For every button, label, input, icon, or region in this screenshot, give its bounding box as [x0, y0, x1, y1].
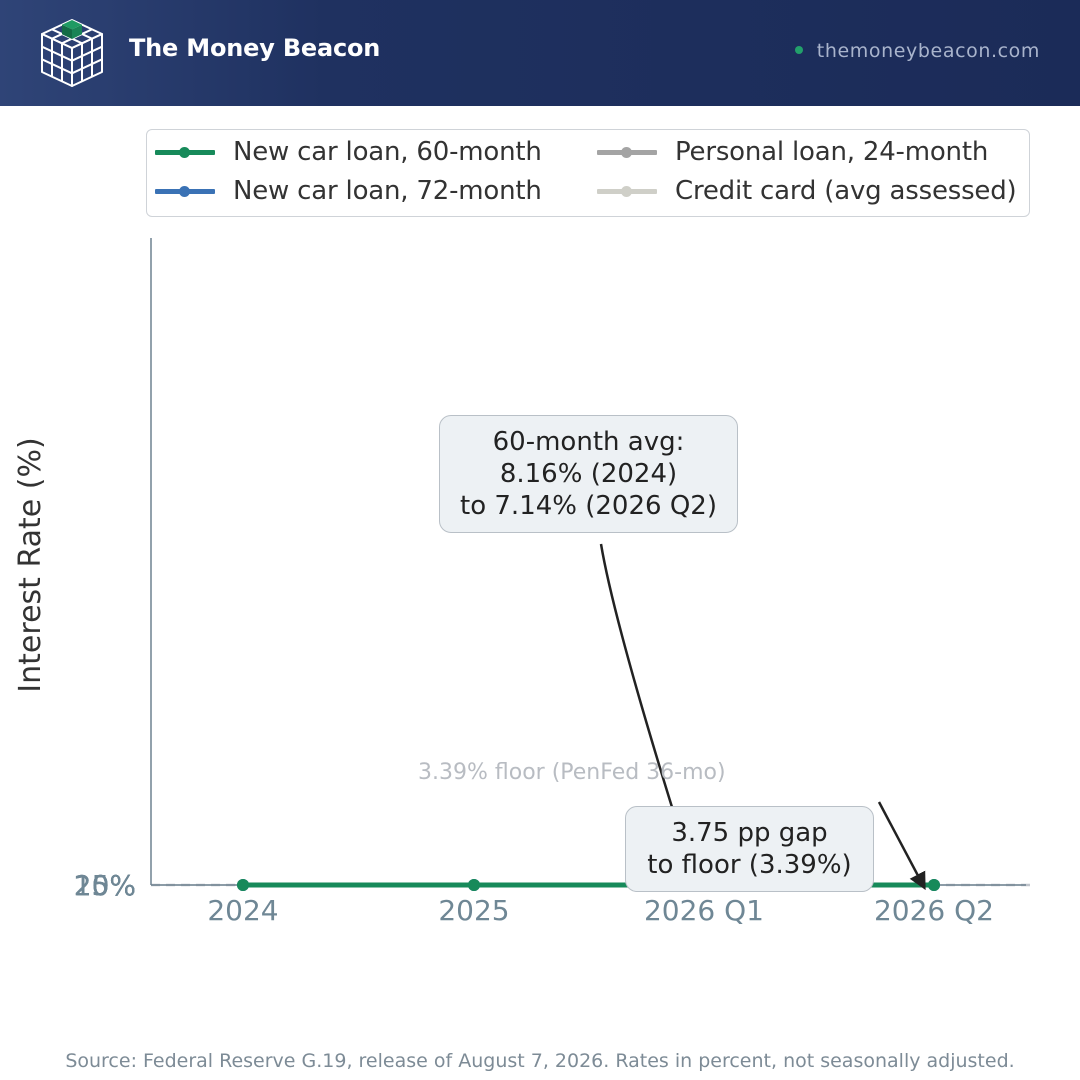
data-point — [928, 879, 940, 891]
data-point — [468, 879, 480, 891]
y-tick-label: 20% — [74, 869, 136, 902]
legend-swatch — [597, 176, 657, 206]
brand-name: The Money Beacon — [129, 34, 381, 62]
x-tick-label: 2026 Q2 — [874, 894, 994, 927]
annotation-60-month-average: 60-month avg: 8.16% (2024) to 7.14% (202… — [439, 415, 738, 533]
legend-label: New car loan, 72-month — [233, 176, 542, 206]
annotation-gap-to-floor: 3.75 pp gap to floor (3.39%) — [625, 806, 874, 892]
y-tick-label: 25% — [74, 869, 136, 902]
annotation-line: 3.75 pp gap — [671, 818, 828, 848]
floor-reference-label: 3.39% floor (PenFed 36-mo) — [418, 760, 726, 785]
legend-label: Personal loan, 24-month — [675, 137, 989, 167]
source-note: Source: Federal Reserve G.19, release of… — [65, 1050, 1015, 1072]
line-chart: 0%5%10%15%20%25% 2024 2025 2026 Q1 2026 Q2 I… — [13, 238, 1030, 927]
y-tick-label: 0% — [92, 869, 136, 902]
site-header: The Money Beacon themoneybeacon.com — [0, 0, 1080, 106]
legend-label: New car loan, 60-month — [233, 137, 542, 167]
legend-item-personal-loan: Personal loan, 24-month — [597, 137, 988, 167]
legend-swatch — [155, 176, 215, 206]
y-tick-label: 10% — [74, 869, 136, 902]
cube-grid-logo-icon — [41, 19, 103, 87]
legend-item-72-month: New car loan, 72-month — [155, 176, 542, 206]
y-axis-label: Interest Rate (%) — [13, 437, 48, 692]
legend-item-60-month: New car loan, 60-month — [155, 137, 542, 167]
y-tick-label: 15% — [74, 869, 136, 902]
legend-swatch — [597, 137, 657, 167]
x-tick-label: 2026 Q1 — [644, 894, 764, 927]
annotation-line: to floor (3.39%) — [647, 850, 852, 880]
chart-legend: New car loan, 60-month New car loan, 72-… — [146, 129, 1030, 217]
legend-label: Credit card (avg assessed) — [675, 176, 1017, 206]
y-tick-label: 5% — [92, 869, 136, 902]
status-dot-icon — [794, 45, 803, 54]
tick-labels: 0%5%10%15%20%25% 2024 2025 2026 Q1 2026 Q2 — [74, 869, 994, 927]
annotation-line: 60-month avg: — [492, 427, 685, 457]
annotation-line: 8.16% (2024) — [499, 459, 678, 489]
site-url-text: themoneybeacon.com — [816, 40, 1040, 62]
data-point — [237, 879, 249, 891]
annotation-arrow-gap — [877, 801, 926, 891]
x-tick-label: 2025 — [438, 894, 509, 927]
annotation-line: to 7.14% (2026 Q2) — [460, 491, 717, 521]
axes — [150, 238, 1026, 886]
legend-swatch — [155, 137, 215, 167]
x-tick-label: 2024 — [207, 894, 278, 927]
site-url[interactable]: themoneybeacon.com — [794, 40, 1040, 62]
legend-item-credit-card: Credit card (avg assessed) — [597, 176, 1017, 206]
